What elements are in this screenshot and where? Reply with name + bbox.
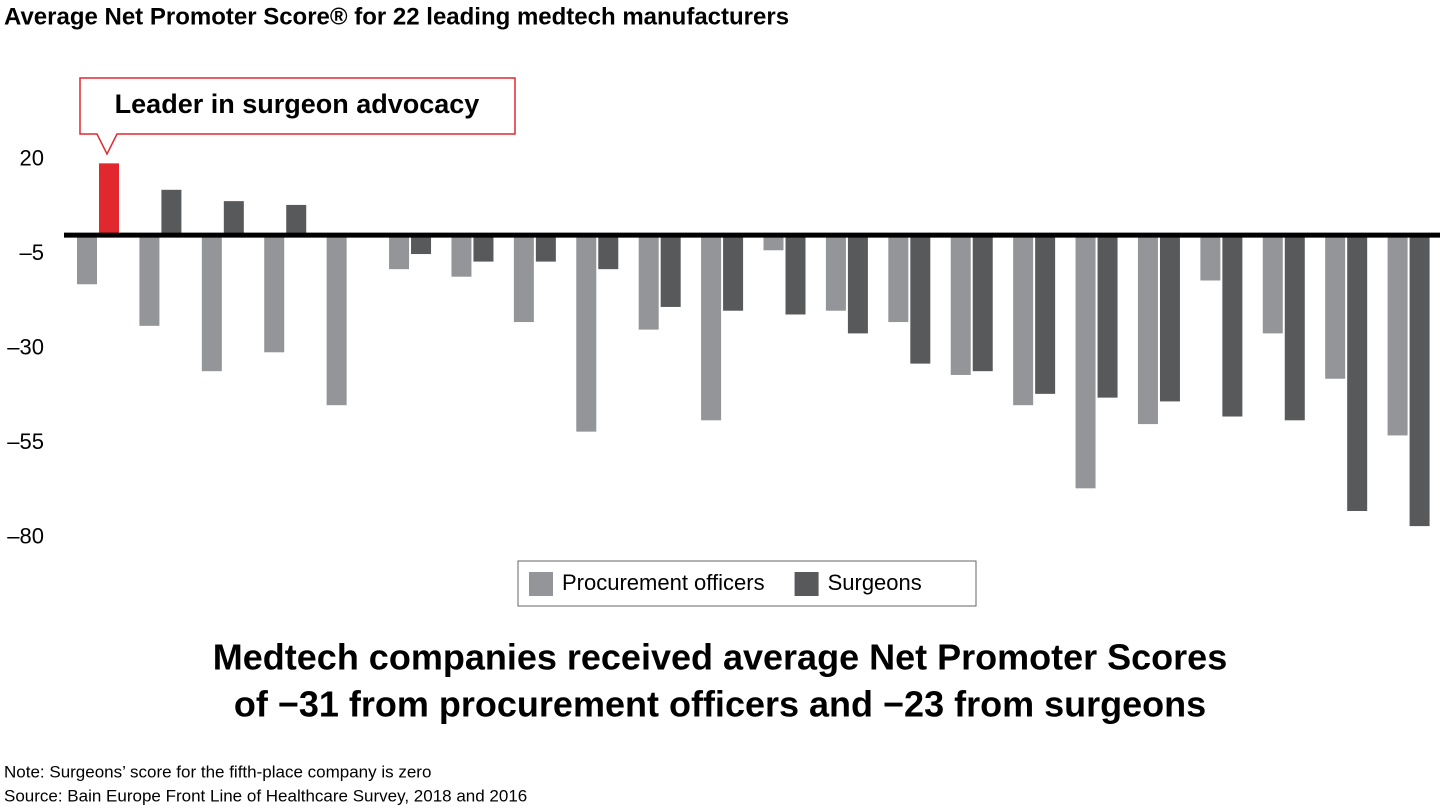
legend-label: Procurement officers: [562, 570, 765, 595]
bar: [77, 235, 97, 285]
legend-label: Surgeons: [828, 570, 922, 595]
bar: [763, 235, 784, 251]
bar: [201, 235, 222, 372]
legend-swatch: [794, 572, 819, 596]
bar: [1159, 235, 1180, 402]
bar: [1222, 235, 1243, 417]
headline: of −31 from procurement officers and −23…: [234, 684, 1206, 725]
annotation-box: [79, 77, 516, 156]
bar: [513, 235, 534, 323]
y-tick-label: –5: [20, 240, 44, 265]
bar: [910, 235, 931, 364]
bar: [1137, 235, 1158, 425]
bar: [286, 204, 307, 236]
bar: [701, 235, 722, 421]
bar: [1347, 235, 1368, 511]
bar: [1325, 235, 1346, 379]
legend-swatch: [529, 572, 553, 596]
bar: [638, 235, 659, 330]
chart-title: Average Net Promoter Score® for 22 leadi…: [4, 3, 789, 30]
bar: [1075, 235, 1096, 489]
bar: [1013, 235, 1034, 406]
bar: [389, 235, 410, 270]
bar: [847, 235, 868, 334]
annotation: Leader in surgeon advocacy: [79, 77, 516, 156]
bar: [972, 235, 993, 372]
bar: [411, 235, 432, 255]
bar: [326, 235, 347, 406]
legend-box: [517, 560, 977, 607]
bar: [139, 235, 160, 326]
bar: [723, 235, 744, 311]
bar: [785, 235, 806, 315]
bar: [223, 201, 244, 236]
annotation-text: Leader in surgeon advocacy: [115, 89, 480, 119]
bar: [825, 235, 846, 311]
bar: [660, 235, 681, 307]
bar: [950, 235, 971, 375]
source: Source: Bain Europe Front Line of Health…: [4, 786, 527, 805]
bar: [598, 235, 619, 270]
bar: [473, 235, 494, 262]
bar: [1035, 235, 1056, 394]
bar: [1262, 235, 1283, 334]
bar: [451, 235, 472, 277]
bar: [576, 235, 597, 432]
bar: [264, 235, 285, 353]
bar: [99, 163, 119, 236]
y-tick-label: 20: [20, 145, 44, 170]
note: Note: Surgeons’ score for the fifth-plac…: [4, 762, 431, 781]
bar: [1387, 235, 1408, 436]
bar: [1409, 235, 1430, 527]
bar: [1284, 235, 1305, 421]
bar: [161, 189, 182, 236]
bar: [1097, 235, 1118, 398]
headline: Medtech companies received average Net P…: [213, 637, 1227, 678]
y-tick-label: –55: [7, 429, 44, 454]
y-tick-label: –80: [7, 523, 44, 548]
bar: [535, 235, 556, 262]
y-tick-label: –30: [7, 334, 44, 359]
bar: [1200, 235, 1221, 281]
bar: [888, 235, 909, 323]
